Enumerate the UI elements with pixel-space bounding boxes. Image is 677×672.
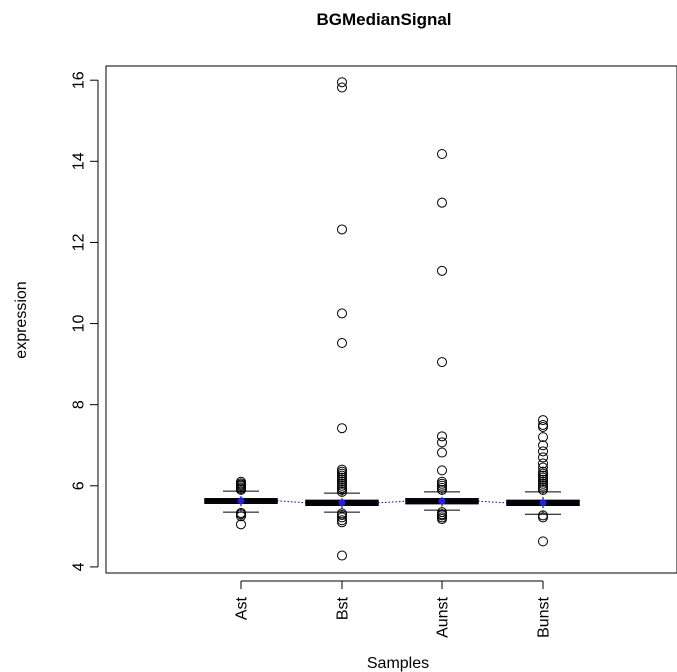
median-point [338,499,346,507]
outlier-point [337,82,347,93]
outlier-point [437,507,447,518]
y-tick-label: 8 [71,400,88,409]
outlier-point [337,308,347,319]
outlier-point [538,419,548,430]
plot-frame [105,65,677,574]
outlier-point [538,432,548,443]
outlier-point [236,507,246,518]
outlier-point [236,476,246,487]
outlier-point [337,512,347,523]
outlier-point [437,431,447,442]
outlier-point [538,510,548,521]
outlier-point [337,508,347,519]
y-axis-label: expression [13,281,30,358]
outlier-point [538,415,548,426]
outlier-point [437,265,447,276]
median-point [539,499,547,507]
median-connector-lines [276,500,508,504]
outlier-point [437,465,447,476]
median-connector [377,500,407,504]
outlier-point [337,338,347,349]
outlier-point [337,423,347,434]
x-axis-label: Samples [367,655,429,672]
box-aunst [405,149,479,525]
chart-title: BGMedianSignal [316,10,451,29]
x-tick-label: Bst [335,596,352,620]
y-axis: 4 6 8 10 12 14 16 [71,71,99,571]
outlier-point [538,458,548,469]
y-tick-label: 16 [71,71,88,89]
outlier-point [337,464,347,475]
outlier-point [538,446,548,457]
outlier-point [337,77,347,88]
median-point [237,497,245,505]
outlier-point [236,519,246,530]
box-bunst [506,415,580,547]
outlier-point [437,447,447,458]
median-connector [276,500,307,504]
y-tick-label: 12 [71,233,88,251]
outlier-point [337,224,347,235]
outlier-point [437,437,447,448]
box-ast [204,476,278,530]
outlier-point [538,440,548,451]
y-tick-label: 10 [71,315,88,333]
y-tick-label: 14 [71,152,88,170]
y-tick-label: 4 [71,562,88,571]
outlier-point [337,550,347,561]
outlier-point [538,462,548,473]
outlier-point [538,536,548,547]
outlier-point [437,357,447,368]
box-series [204,77,580,561]
outlier-point [437,149,447,160]
x-tick-label: Ast [234,596,251,620]
y-tick-label: 6 [71,481,88,490]
x-tick-label: Aunst [435,596,452,637]
outlier-point [538,466,548,477]
outlier-point [337,515,347,526]
box-bst [305,77,379,561]
outlier-point [538,452,548,463]
outlier-point [437,197,447,208]
outlier-point [437,476,447,487]
x-axis: Ast Bst Aunst Bunst [234,580,553,638]
median-connector [477,500,508,504]
median-point [438,497,446,505]
x-tick-label: Bunst [536,596,553,637]
